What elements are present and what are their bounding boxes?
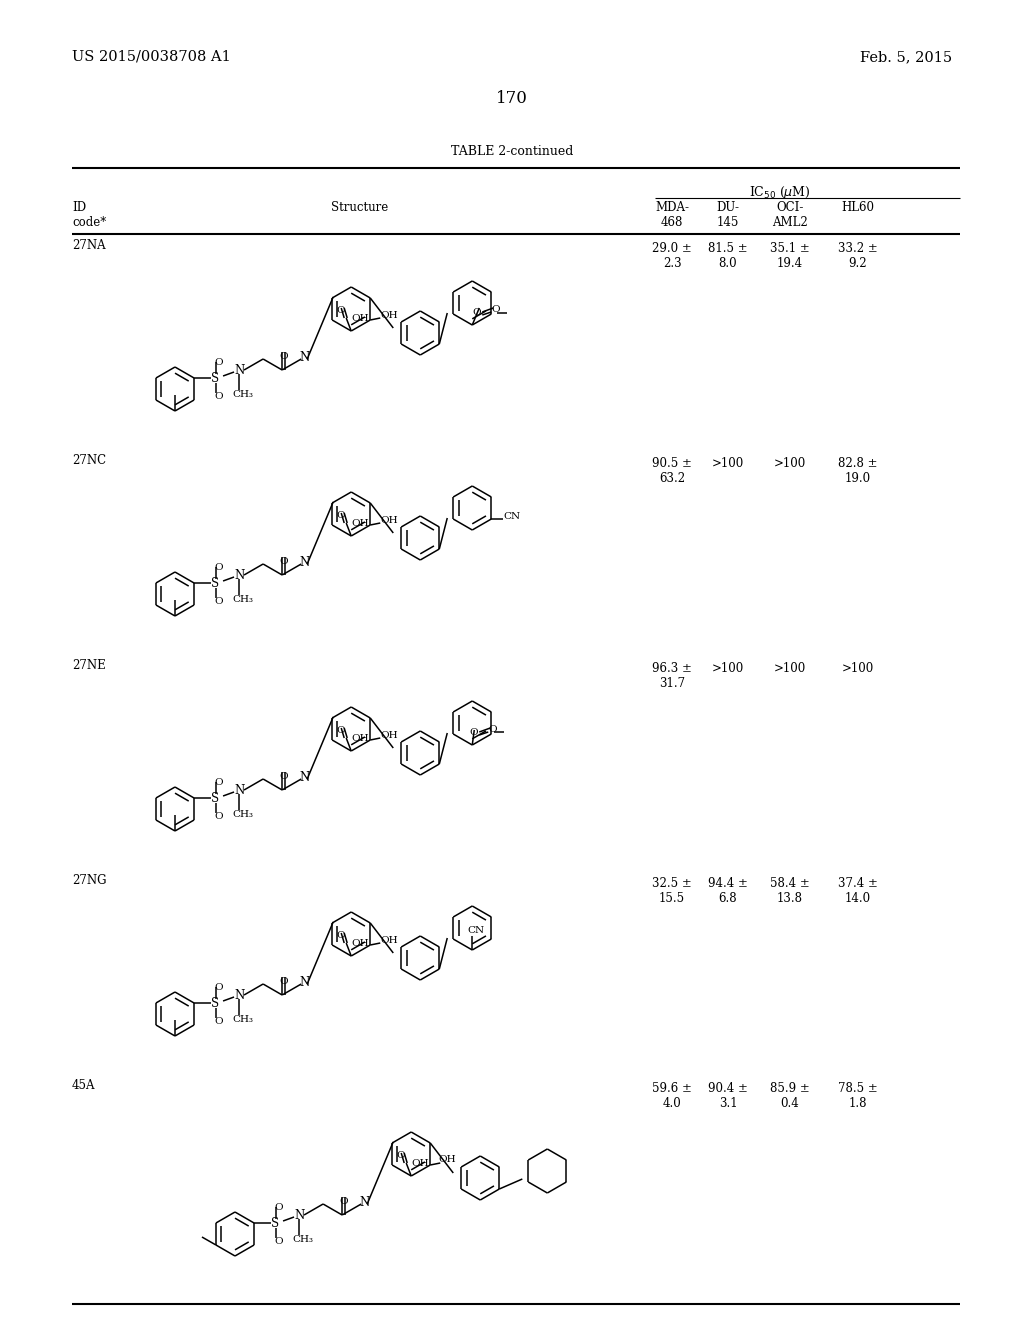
Text: O: O: [396, 1151, 404, 1160]
Text: CN: CN: [467, 927, 484, 935]
Text: DU-
145: DU- 145: [717, 201, 739, 228]
Text: N: N: [299, 975, 309, 989]
Text: O: O: [214, 1016, 222, 1026]
Text: S: S: [211, 577, 219, 590]
Text: 81.5 ±
8.0: 81.5 ± 8.0: [709, 242, 748, 271]
Text: O: O: [488, 725, 497, 734]
Text: >100: >100: [774, 663, 806, 675]
Text: O: O: [214, 564, 222, 572]
Text: N: N: [299, 556, 309, 569]
Text: 27NG: 27NG: [72, 874, 106, 887]
Text: S: S: [271, 1217, 280, 1230]
Text: 58.4 ±
13.8: 58.4 ± 13.8: [770, 876, 810, 906]
Text: O: O: [214, 777, 222, 787]
Text: >100: >100: [712, 663, 744, 675]
Text: 59.6 ±
4.0: 59.6 ± 4.0: [652, 1082, 692, 1110]
Text: O: O: [280, 977, 288, 986]
Text: N: N: [234, 364, 245, 378]
Text: S: S: [211, 372, 219, 385]
Text: HL60: HL60: [842, 201, 874, 214]
Text: CH₃: CH₃: [292, 1236, 313, 1243]
Text: O: O: [469, 729, 478, 737]
Text: N: N: [299, 351, 309, 364]
Text: 37.4 ±
14.0: 37.4 ± 14.0: [838, 876, 878, 906]
Text: Structure: Structure: [332, 201, 389, 214]
Text: MDA-
468: MDA- 468: [655, 201, 689, 228]
Text: 35.1 ±
19.4: 35.1 ± 19.4: [770, 242, 810, 271]
Text: O: O: [336, 931, 345, 940]
Text: OH: OH: [351, 314, 369, 323]
Text: O: O: [472, 308, 481, 317]
Text: TABLE 2-continued: TABLE 2-continued: [451, 145, 573, 158]
Text: S: S: [211, 997, 219, 1010]
Text: OH: OH: [380, 936, 398, 945]
Text: 27NA: 27NA: [72, 239, 105, 252]
Text: CH₃: CH₃: [232, 389, 253, 399]
Text: 27NC: 27NC: [72, 454, 106, 467]
Text: N: N: [359, 1196, 370, 1209]
Text: O: O: [214, 358, 222, 367]
Text: O: O: [336, 511, 345, 520]
Text: O: O: [280, 557, 288, 566]
Text: CH₃: CH₃: [232, 1015, 253, 1024]
Text: 32.5 ±
15.5: 32.5 ± 15.5: [652, 876, 692, 906]
Text: 170: 170: [496, 90, 528, 107]
Text: 96.3 ±
31.7: 96.3 ± 31.7: [652, 663, 692, 690]
Text: OH: OH: [412, 1159, 429, 1168]
Text: CH₃: CH₃: [232, 810, 253, 818]
Text: OH: OH: [351, 519, 369, 528]
Text: N: N: [234, 989, 245, 1002]
Text: S: S: [211, 792, 219, 805]
Text: >100: >100: [774, 457, 806, 470]
Text: O: O: [339, 1197, 348, 1206]
Text: O: O: [492, 305, 500, 314]
Text: >100: >100: [712, 457, 744, 470]
Text: CH₃: CH₃: [232, 595, 253, 605]
Text: 29.0 ±
2.3: 29.0 ± 2.3: [652, 242, 692, 271]
Text: 94.4 ±
6.8: 94.4 ± 6.8: [708, 876, 748, 906]
Text: OCI-
AML2: OCI- AML2: [772, 201, 808, 228]
Text: O: O: [214, 392, 222, 401]
Text: Feb. 5, 2015: Feb. 5, 2015: [860, 50, 952, 63]
Text: 78.5 ±
1.8: 78.5 ± 1.8: [838, 1082, 878, 1110]
Text: 90.4 ±
3.1: 90.4 ± 3.1: [708, 1082, 748, 1110]
Text: OH: OH: [380, 312, 398, 319]
Text: 27NE: 27NE: [72, 659, 105, 672]
Text: OH: OH: [351, 939, 369, 948]
Text: N: N: [234, 569, 245, 582]
Text: IC$_{50}$ ($\mu$M): IC$_{50}$ ($\mu$M): [750, 183, 811, 201]
Text: N: N: [299, 771, 309, 784]
Text: O: O: [214, 812, 222, 821]
Text: O: O: [336, 726, 345, 735]
Text: 85.9 ±
0.4: 85.9 ± 0.4: [770, 1082, 810, 1110]
Text: O: O: [274, 1237, 283, 1246]
Text: O: O: [214, 597, 222, 606]
Text: OH: OH: [380, 516, 398, 525]
Text: N: N: [234, 784, 245, 797]
Text: 33.2 ±
9.2: 33.2 ± 9.2: [838, 242, 878, 271]
Text: O: O: [280, 352, 288, 360]
Text: CN: CN: [504, 512, 520, 521]
Text: 82.8 ±
19.0: 82.8 ± 19.0: [839, 457, 878, 484]
Text: ID
code*: ID code*: [72, 201, 106, 228]
Text: >100: >100: [842, 663, 874, 675]
Text: O: O: [214, 983, 222, 993]
Text: OH: OH: [438, 1155, 456, 1164]
Text: O: O: [336, 306, 345, 315]
Text: US 2015/0038708 A1: US 2015/0038708 A1: [72, 50, 230, 63]
Text: N: N: [294, 1209, 304, 1222]
Text: OH: OH: [351, 734, 369, 743]
Text: 45A: 45A: [72, 1078, 95, 1092]
Text: O: O: [280, 772, 288, 781]
Text: O: O: [274, 1203, 283, 1212]
Text: OH: OH: [380, 731, 398, 741]
Text: 90.5 ±
63.2: 90.5 ± 63.2: [652, 457, 692, 484]
